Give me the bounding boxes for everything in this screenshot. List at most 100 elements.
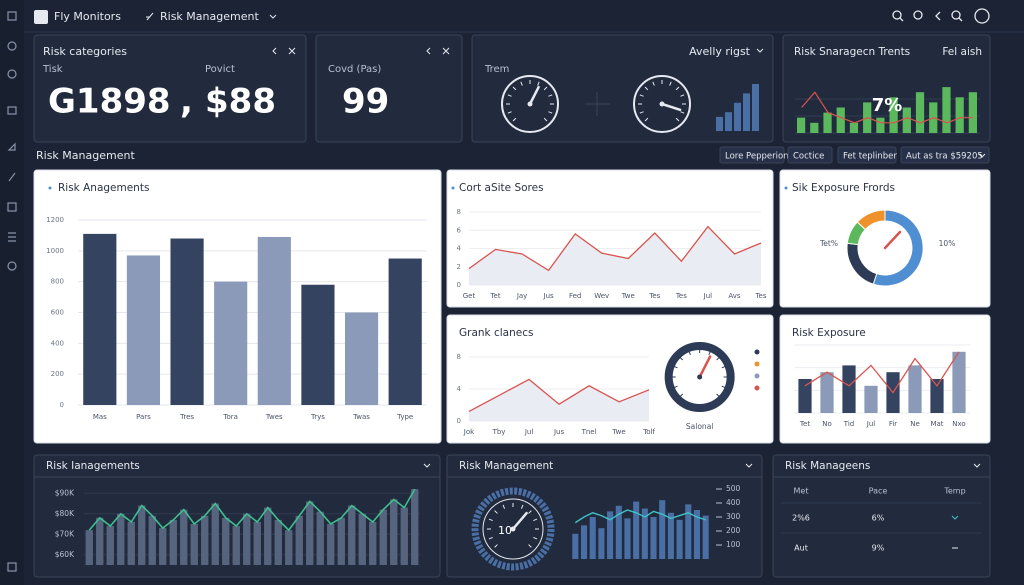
y-tick-label: 4: [457, 245, 462, 253]
bar: [170, 238, 204, 405]
close-button[interactable]: [288, 47, 296, 55]
bar: [650, 517, 657, 559]
dropdown[interactable]: [978, 153, 986, 158]
bullet: [451, 186, 455, 190]
filter-button[interactable]: [900, 146, 990, 164]
dropdown[interactable]: [756, 48, 764, 53]
panel-title: Cort aSite Sores: [459, 182, 544, 194]
icon[interactable]: [7, 41, 17, 51]
x-tick-label: Jul: [866, 420, 876, 428]
search[interactable]: [951, 10, 961, 20]
bar: [572, 533, 579, 559]
collapse-button[interactable]: [426, 47, 431, 55]
gauge-needle: [528, 85, 540, 106]
kpi-value: 99: [342, 82, 389, 122]
gauge-ring: [471, 487, 555, 571]
line: [574, 509, 706, 524]
x-tick-label: Type: [396, 413, 413, 421]
gauge-tick: [680, 94, 685, 97]
bar: [379, 509, 387, 565]
filter-button[interactable]: [719, 146, 785, 164]
kpi-value: G1898: [48, 82, 171, 122]
section-title: Risk Management: [36, 149, 135, 162]
brand-logo: [34, 10, 48, 24]
icon[interactable]: [8, 232, 16, 242]
icon[interactable]: [7, 562, 17, 572]
account[interactable]: [974, 8, 990, 24]
kpi-label: Trem: [484, 64, 509, 75]
x-tick-label: Jul: [703, 292, 713, 300]
gauge-tick: [507, 94, 512, 97]
card: [471, 34, 774, 143]
bar: [798, 379, 812, 413]
icon[interactable]: [8, 172, 16, 182]
gauge-hub: [510, 526, 516, 532]
gauge-tick: [679, 356, 684, 361]
y-tick-label: 8: [457, 208, 461, 216]
settings[interactable]: [913, 10, 923, 20]
bar: [842, 365, 856, 413]
bar: [148, 515, 156, 565]
y-tick-label: 4: [457, 385, 462, 393]
x-tick-label: Avs: [728, 292, 741, 300]
icon[interactable]: [7, 69, 17, 79]
x-tick-label: Jul: [524, 428, 534, 436]
panel-title: Grank clanecs: [459, 327, 533, 339]
icon[interactable]: [7, 142, 16, 151]
bar: [915, 92, 925, 133]
bar: [169, 519, 177, 565]
x-tick-label: Tora: [222, 413, 238, 421]
dropdown[interactable]: [423, 463, 431, 468]
y-tick-label: 200: [51, 370, 64, 378]
bar: [344, 312, 379, 405]
legend-dot: [754, 385, 760, 391]
x-tick-label: Tnel: [581, 428, 597, 436]
filter-button[interactable]: [787, 146, 833, 164]
table-header: Pace: [869, 487, 888, 496]
dropdown[interactable]: [973, 463, 981, 468]
search[interactable]: [892, 10, 902, 20]
bar: [734, 102, 741, 131]
y-tick-label: $60K: [55, 550, 75, 559]
line: [468, 225, 762, 272]
bar: [214, 281, 248, 405]
bar: [955, 97, 964, 133]
y-tick-label: 400: [51, 339, 64, 347]
dropdown[interactable]: [745, 463, 753, 468]
gauge-tick: [528, 510, 532, 514]
gauge-tick: [673, 365, 678, 369]
line: [88, 488, 416, 532]
bar: [253, 521, 261, 565]
bar: [232, 526, 240, 565]
bar: [864, 385, 878, 413]
icon[interactable]: [7, 202, 17, 212]
bar: [716, 116, 723, 131]
filter-button[interactable]: [837, 146, 897, 164]
dropdown[interactable]: [951, 515, 959, 520]
bar: [117, 513, 125, 565]
bar: [264, 507, 272, 565]
card-title: Avelly rigst: [689, 45, 751, 58]
panel-title: Risk Exposure: [792, 327, 866, 339]
gauge-tick: [675, 117, 680, 122]
y-tick-label: 0: [457, 417, 461, 425]
gauge-tick: [512, 86, 517, 91]
gauge-tick: [520, 81, 523, 86]
icon[interactable]: [7, 106, 17, 115]
gauge-tick: [528, 544, 532, 548]
bar: [411, 489, 419, 565]
line: [801, 91, 974, 124]
bar: [942, 87, 951, 133]
bar: [615, 505, 622, 559]
gauge-tick: [716, 393, 720, 398]
bar: [797, 117, 806, 133]
close-button[interactable]: [442, 47, 450, 55]
icon[interactable]: [7, 11, 17, 21]
icon[interactable]: [7, 261, 17, 271]
collapse-button[interactable]: [272, 47, 277, 55]
back[interactable]: [935, 11, 941, 21]
bar: [316, 511, 324, 565]
bar: [390, 499, 398, 565]
dropdown[interactable]: [269, 14, 277, 19]
bar: [337, 517, 345, 565]
